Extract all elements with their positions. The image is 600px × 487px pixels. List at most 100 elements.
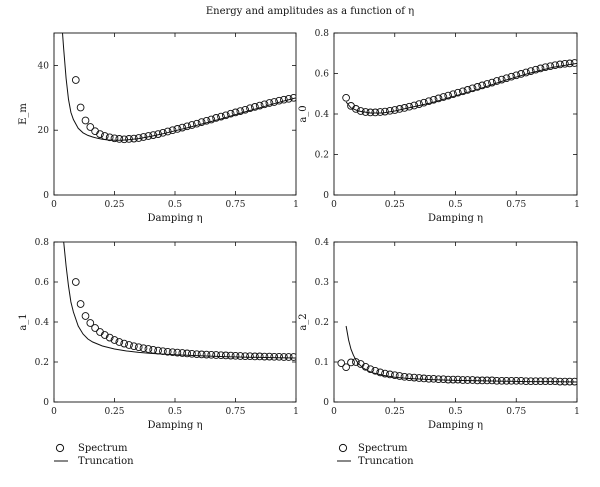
- data-point-spectrum: [371, 108, 380, 117]
- data-point-spectrum: [178, 349, 187, 357]
- data-point-spectrum: [260, 100, 269, 109]
- data-point-spectrum: [488, 78, 496, 87]
- data-point-spectrum: [366, 365, 375, 374]
- data-point-spectrum: [420, 374, 428, 383]
- data-point-spectrum: [163, 127, 172, 136]
- series-line-truncation: [63, 242, 296, 359]
- series-line-truncation: [345, 325, 577, 383]
- data-point-spectrum: [197, 118, 206, 126]
- data-point-spectrum: [376, 368, 385, 377]
- data-point-spectrum: [405, 373, 414, 382]
- y-tick-label: 0.2: [315, 151, 329, 161]
- x-axis-label: Damping η: [428, 420, 483, 431]
- data-point-spectrum: [241, 352, 250, 361]
- y-tick-label: 0.2: [35, 358, 49, 368]
- data-point-spectrum: [390, 371, 399, 380]
- data-point-spectrum: [463, 376, 472, 384]
- data-point-spectrum: [561, 59, 569, 68]
- data-point-spectrum: [241, 105, 250, 114]
- data-point-spectrum: [226, 351, 235, 360]
- data-point-spectrum: [492, 77, 501, 85]
- data-point-spectrum: [105, 133, 114, 142]
- data-point-spectrum: [86, 123, 95, 131]
- data-point-spectrum: [183, 349, 191, 358]
- data-point-spectrum: [410, 101, 419, 110]
- data-point-spectrum: [231, 351, 240, 360]
- y-tick-label: 0.4: [35, 318, 50, 328]
- data-point-spectrum: [565, 59, 574, 68]
- data-point-spectrum: [444, 91, 453, 100]
- legend-label-truncation: Truncation: [78, 456, 134, 467]
- data-point-spectrum: [342, 363, 350, 372]
- data-point-spectrum: [410, 373, 419, 382]
- data-point-spectrum: [376, 108, 385, 116]
- x-axis-label: Damping η: [147, 420, 202, 431]
- data-point-spectrum: [347, 358, 355, 367]
- y-tick-label: 0.4: [315, 110, 330, 120]
- data-point-spectrum: [415, 100, 423, 108]
- data-point-spectrum: [454, 88, 462, 97]
- x-tick-label: 0.25: [385, 407, 405, 417]
- chart-panel-4: 0 0.25 0.5 0.75 1 0 0.1 0.2 0.3 0.4 Damping η a_2: [298, 238, 580, 431]
- data-point-spectrum: [405, 102, 414, 111]
- data-point-spectrum: [449, 90, 457, 99]
- data-point-spectrum: [255, 352, 264, 361]
- data-point-spectrum: [512, 376, 521, 385]
- data-point-spectrum: [115, 338, 124, 346]
- data-point-spectrum: [342, 93, 350, 102]
- x-tick-label: 1: [293, 407, 299, 417]
- data-point-spectrum: [556, 60, 564, 69]
- data-point-spectrum: [221, 351, 230, 360]
- data-point-spectrum: [168, 126, 177, 135]
- x-tick-label: 0.25: [104, 200, 124, 210]
- x-tick-label: 0.5: [168, 200, 183, 210]
- data-point-spectrum: [130, 342, 138, 351]
- data-point-spectrum: [71, 76, 80, 84]
- data-point-spectrum: [76, 103, 85, 112]
- x-tick-label: 0.75: [506, 200, 526, 210]
- x-tick-label: 0.75: [506, 407, 526, 417]
- data-point-spectrum: [517, 70, 525, 78]
- x-tick-label: 0.75: [225, 407, 245, 417]
- data-point-spectrum: [217, 112, 225, 121]
- data-point-spectrum: [100, 331, 109, 339]
- data-point-spectrum: [270, 352, 279, 361]
- data-point-spectrum: [449, 375, 457, 384]
- y-axis-label: E_m: [18, 103, 29, 125]
- data-point-spectrum: [188, 349, 196, 358]
- x-tick-label: 0: [51, 200, 57, 210]
- data-point-spectrum: [134, 343, 143, 352]
- data-point-spectrum: [434, 375, 443, 384]
- x-tick-label: 0.5: [168, 407, 183, 417]
- data-point-spectrum: [415, 374, 423, 382]
- data-point-spectrum: [212, 114, 220, 122]
- data-point-spectrum: [478, 81, 487, 90]
- data-point-spectrum: [420, 98, 428, 107]
- data-point-spectrum: [400, 372, 409, 381]
- data-point-spectrum: [381, 369, 389, 378]
- x-tick-label: 0.5: [448, 407, 463, 417]
- legend-label-spectrum: Spectrum: [358, 443, 408, 454]
- data-point-spectrum: [163, 347, 172, 356]
- chart-panel-2: 0 0.25 0.5 0.75 1 0 0.2 0.4 0.6 0.8 Damping η a_0: [298, 29, 580, 224]
- data-point-spectrum: [454, 375, 462, 384]
- chart-panel-3: 0 0.25 0.5 0.75 1 0 0.2 0.4 0.6 0.8 Damping η a_1: [18, 238, 299, 431]
- data-point-spectrum: [265, 352, 274, 361]
- data-point-spectrum: [178, 123, 187, 132]
- data-point-spectrum: [502, 74, 511, 83]
- plot-frame: [53, 32, 297, 196]
- y-tick-label: 0.4: [315, 238, 330, 248]
- data-point-spectrum: [275, 352, 283, 361]
- data-point-spectrum: [395, 372, 404, 380]
- data-point-spectrum: [531, 65, 540, 74]
- data-point-spectrum: [226, 109, 235, 118]
- data-point-spectrum: [173, 348, 182, 357]
- data-point-spectrum: [386, 370, 394, 379]
- data-point-spectrum: [536, 64, 545, 73]
- x-tick-label: 0.5: [448, 200, 463, 210]
- data-point-spectrum: [91, 324, 99, 332]
- data-point-spectrum: [439, 93, 448, 101]
- data-point-spectrum: [188, 121, 196, 129]
- data-point-spectrum: [468, 376, 477, 384]
- data-point-spectrum: [183, 122, 191, 131]
